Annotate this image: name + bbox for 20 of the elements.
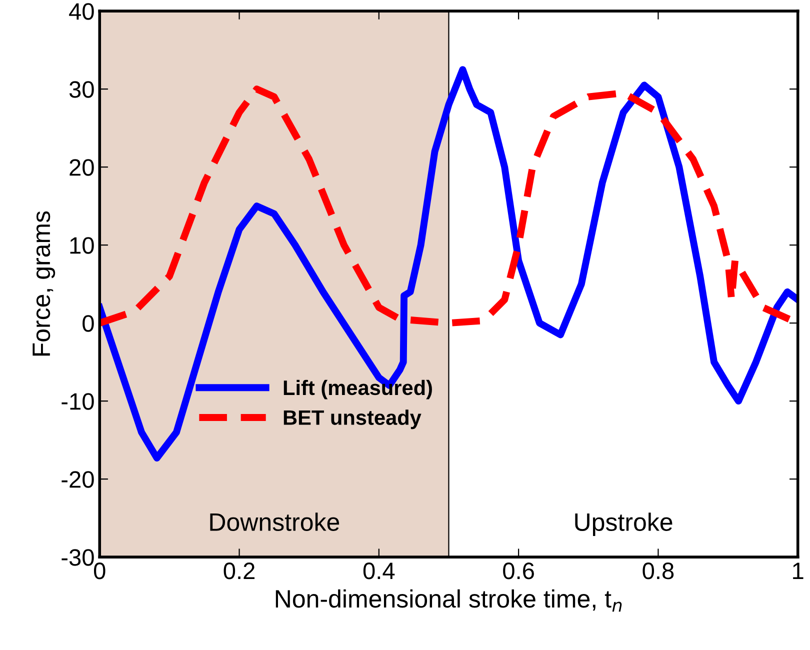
y-tick-label: -20 [62,471,94,488]
y-tick-label: 10 [70,237,94,254]
y-tick-label: 20 [70,159,94,176]
y-tick-label: 0 [82,315,94,332]
x-tick-label: 0 [94,562,106,580]
y-axis-title: Force, grams [32,211,56,356]
y-tick-label: -10 [62,393,94,410]
legend-label: Lift (measured) [284,380,432,400]
x-axis-title: Non-dimensional stroke time, t$_{n}$ [276,589,622,612]
annotation: Upstroke [575,512,672,536]
y-tick-label: 30 [69,81,94,98]
y-tick-label: 40 [69,3,94,20]
y-tick-label: -30 [62,549,94,566]
x-tick-label: 0.6 [503,562,534,580]
band-label: Downstroke [210,512,340,531]
legend-label: BET unsteady [284,410,422,430]
x-tick-label: 0.4 [363,562,395,580]
x-tick-label: 1 [793,562,804,580]
x-tick-label: 0.2 [224,562,254,580]
x-tick-label: 0.8 [642,562,674,580]
